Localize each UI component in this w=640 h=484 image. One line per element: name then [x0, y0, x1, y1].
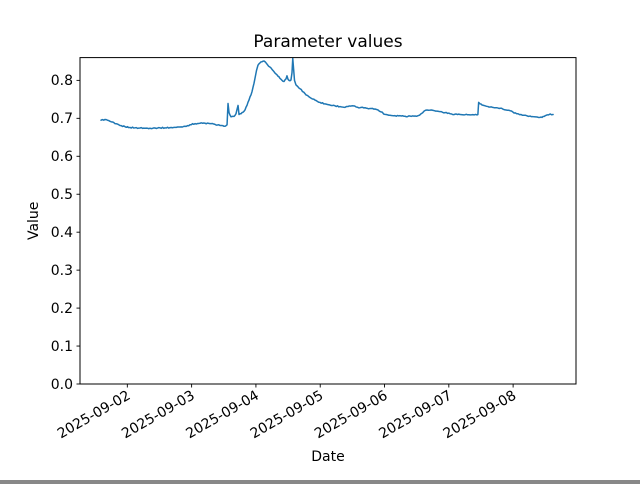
y-tick-label: 0.3: [51, 263, 73, 279]
y-tick-label: 0.0: [51, 377, 73, 393]
y-tick-label: 0.5: [51, 187, 73, 203]
y-tick-label: 0.4: [51, 225, 73, 241]
chart-title: Parameter values: [253, 32, 402, 52]
y-axis-label: Value: [26, 202, 42, 240]
y-tick-label: 0.1: [51, 339, 73, 355]
y-tick-label: 0.8: [51, 73, 73, 89]
series-line: [100, 57, 554, 130]
y-tick-label: 0.6: [51, 149, 73, 165]
x-axis-label: Date: [311, 449, 344, 465]
y-tick-label: 0.2: [51, 301, 73, 317]
plot-frame: [79, 57, 577, 385]
y-tick-label: 0.7: [51, 111, 73, 127]
